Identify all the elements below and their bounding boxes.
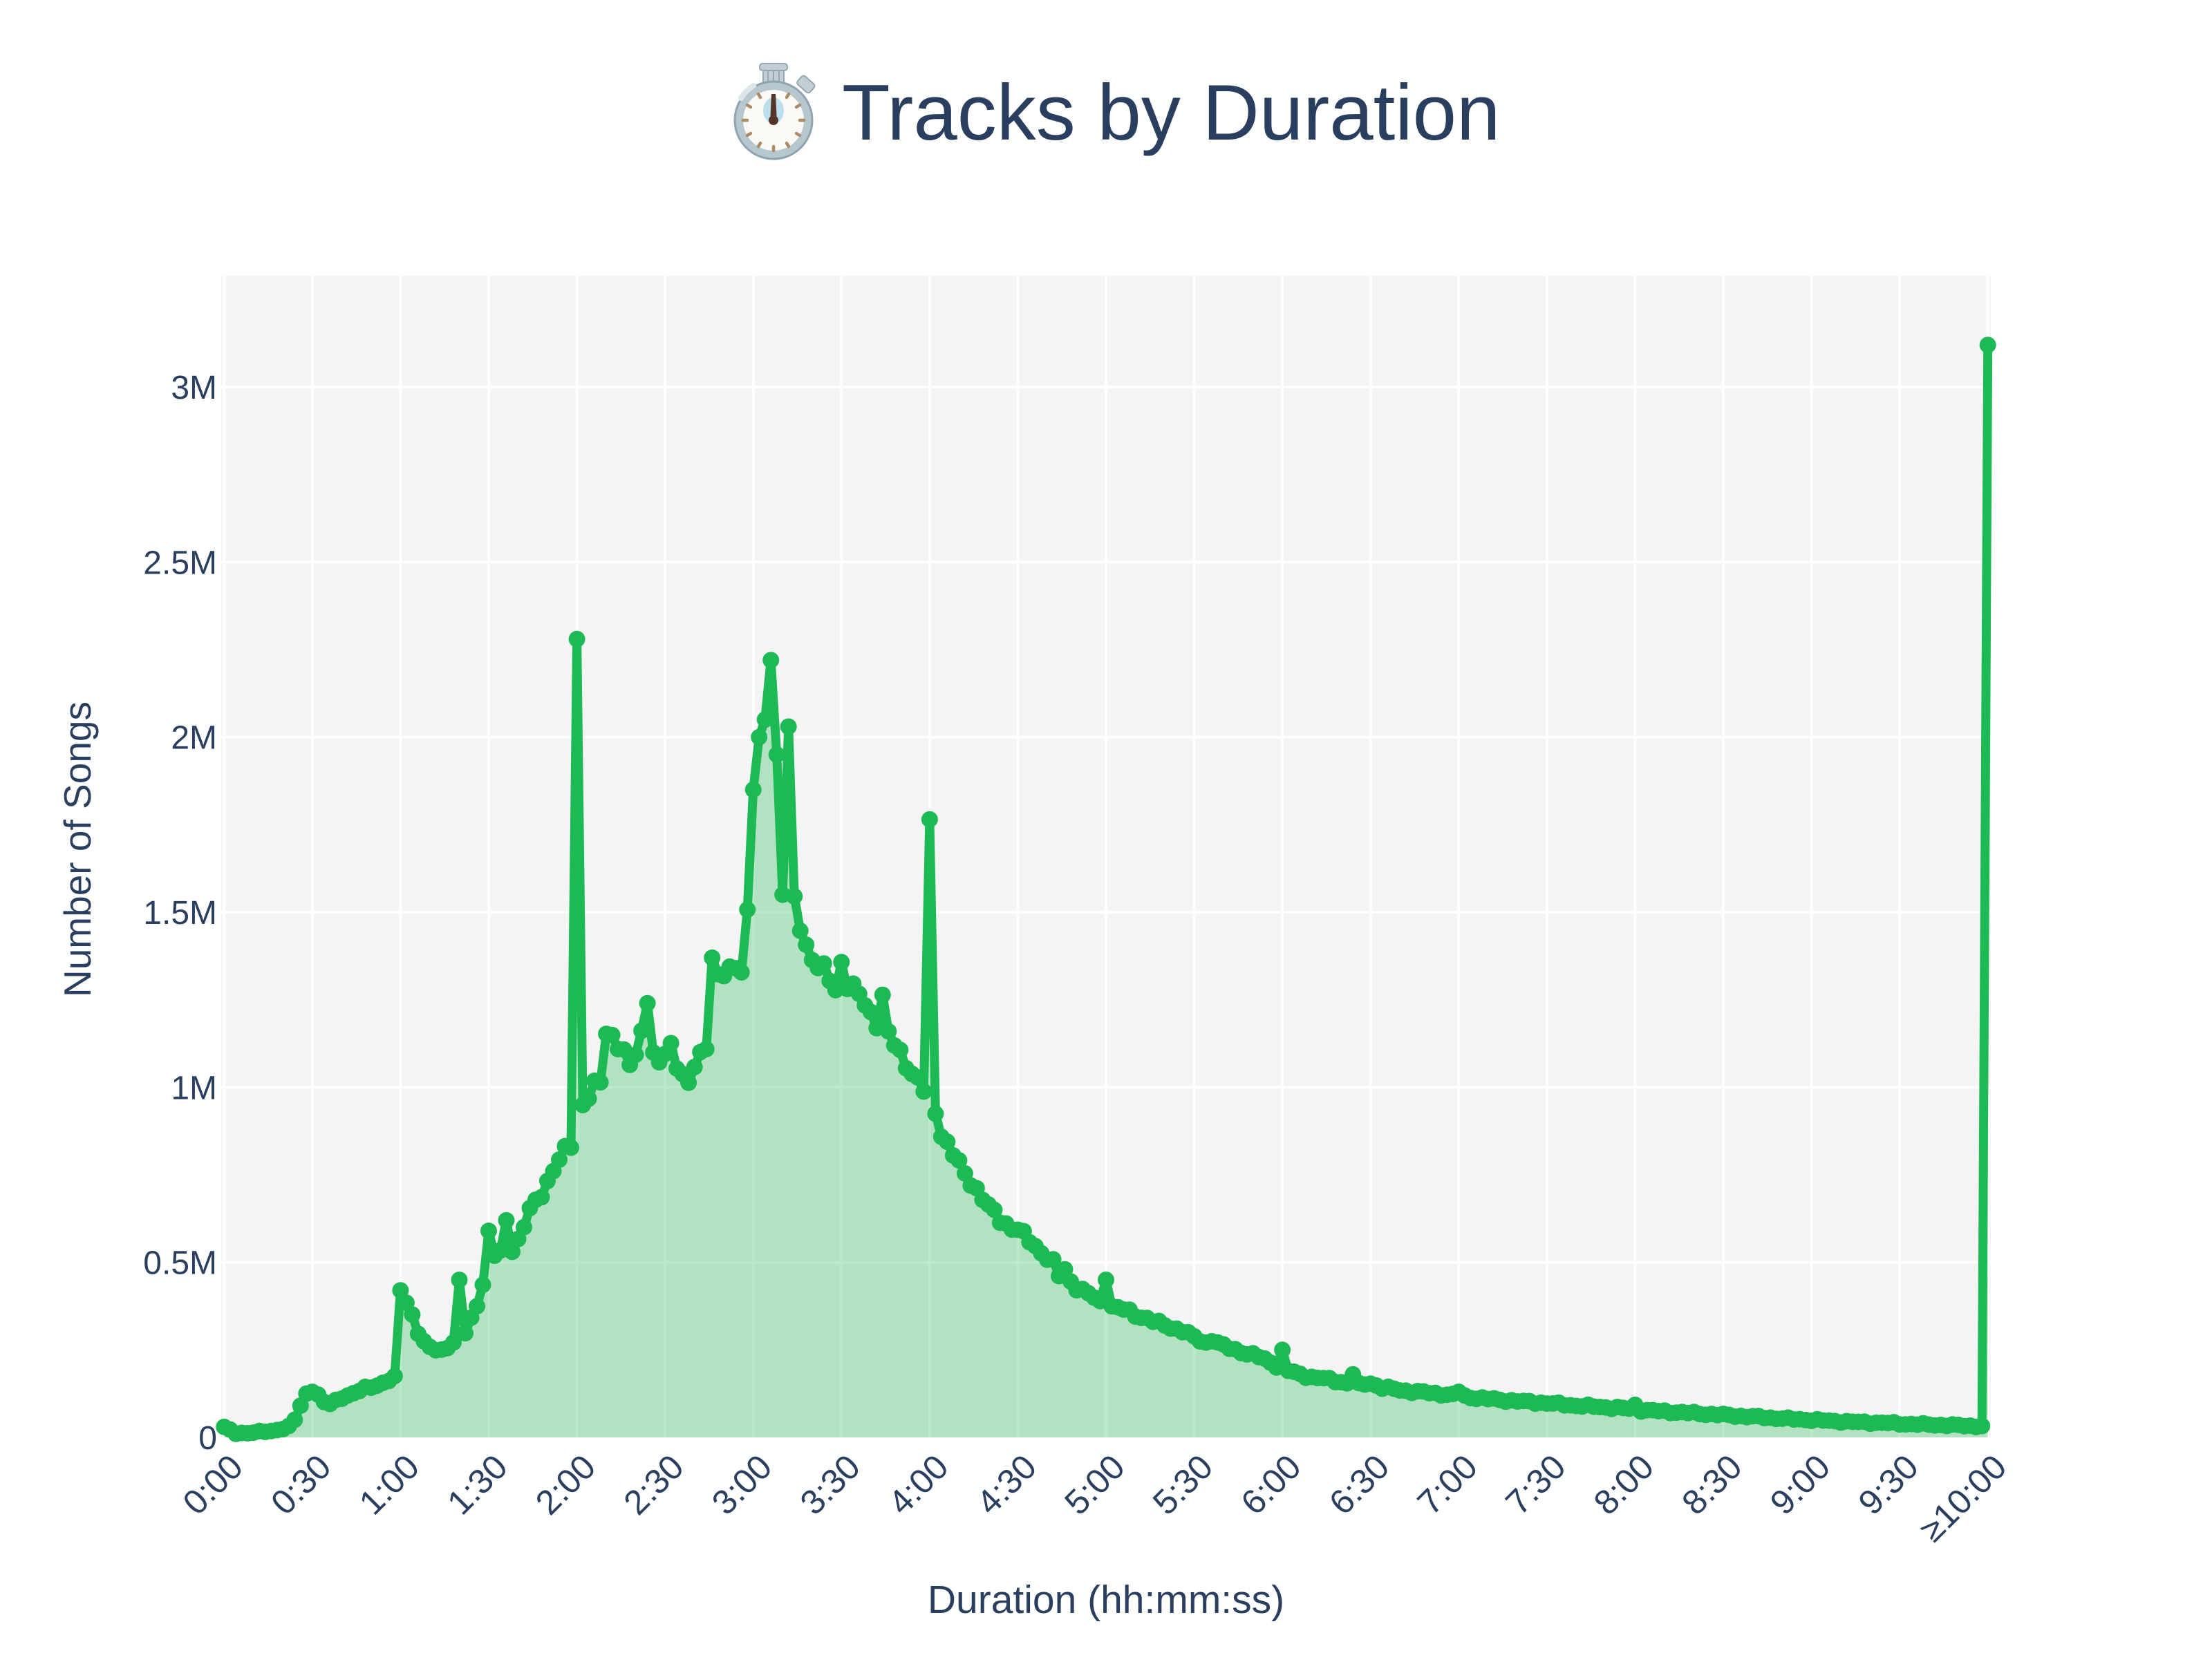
svg-text:1.5M: 1.5M (143, 895, 217, 932)
svg-text:0.5M: 0.5M (143, 1245, 217, 1282)
svg-text:Tracks by Duration: Tracks by Duration (842, 69, 1500, 157)
svg-text:Number of Songs: Number of Songs (56, 701, 99, 997)
svg-text:Duration (hh:mm:ss): Duration (hh:mm:ss) (928, 1578, 1284, 1622)
svg-text:2M: 2M (171, 720, 217, 757)
svg-text:1M: 1M (171, 1070, 217, 1106)
svg-text:2.5M: 2.5M (143, 545, 217, 581)
svg-text:3M: 3M (171, 370, 217, 406)
svg-text:0: 0 (198, 1420, 217, 1457)
